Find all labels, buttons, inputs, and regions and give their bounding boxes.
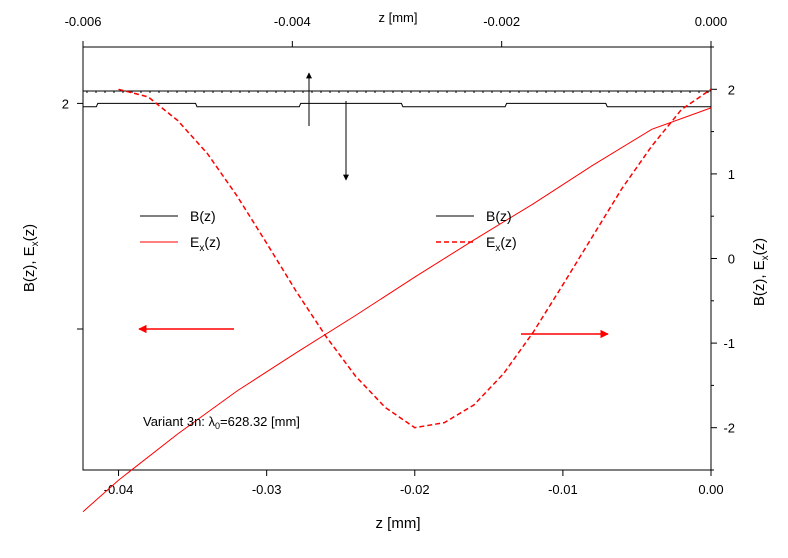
left-axis-title-main: B(z), E	[21, 246, 38, 292]
legend-right-b-label: B(z)	[486, 208, 512, 224]
variant-annotation: Variant 3n: λ0=628.32 [mm]	[143, 414, 300, 431]
bottom-tick-label: 0.00	[698, 482, 723, 497]
series-b-bottom	[83, 102, 711, 108]
top-axis-title: z [mm]	[379, 10, 418, 25]
right-axis-title-main: B(z), E	[751, 260, 768, 306]
legend-right-ex-label: Ex(z)	[486, 234, 517, 254]
top-axis: -0.006 -0.004 -0.002 0.000	[65, 14, 728, 47]
plot-frame	[82, 46, 712, 471]
top-tick-label: 0.000	[695, 14, 728, 29]
series-layer	[82, 88, 712, 513]
right-axis-title: B(z), Ex(z)	[751, 238, 771, 306]
top-tick-label: -0.004	[274, 14, 311, 29]
series-ex-top	[118, 88, 712, 429]
bottom-tick-label: -0.02	[400, 482, 430, 497]
right-axis-title-tail: (z)	[751, 238, 768, 256]
right-tick-label: -1	[723, 336, 735, 351]
right-axis-title-sub: x	[760, 255, 771, 260]
left-axis-title-tail: (z)	[21, 224, 38, 242]
top-tick-label: -0.006	[65, 14, 102, 29]
left-tick-label: 2	[62, 96, 69, 111]
right-axis: 2 1 0 -1 -2	[711, 46, 735, 471]
legend-left: B(z) Ex(z)	[140, 208, 221, 254]
series-ex-bottom	[82, 107, 712, 513]
right-tick-label: 2	[728, 82, 735, 97]
right-tick-label: 1	[728, 167, 735, 182]
left-axis-title-sub: x	[30, 241, 41, 246]
bottom-axis-title: z [mm]	[376, 515, 421, 532]
left-axis: 2	[62, 96, 83, 330]
right-tick-label: 0	[728, 252, 735, 267]
legend-left-ex-label: Ex(z)	[190, 234, 221, 254]
legend-left-b-label: B(z)	[190, 208, 216, 224]
bottom-tick-label: -0.01	[548, 482, 578, 497]
right-tick-label: -2	[723, 421, 735, 436]
bottom-tick-label: -0.04	[104, 482, 134, 497]
bottom-axis: -0.04 -0.03 -0.02 -0.01 0.00	[104, 470, 724, 497]
top-tick-label: -0.002	[483, 14, 520, 29]
bottom-tick-label: -0.03	[252, 482, 282, 497]
left-axis-title: B(z), Ex(z)	[21, 224, 41, 292]
legend-right: B(z) Ex(z)	[436, 208, 517, 254]
